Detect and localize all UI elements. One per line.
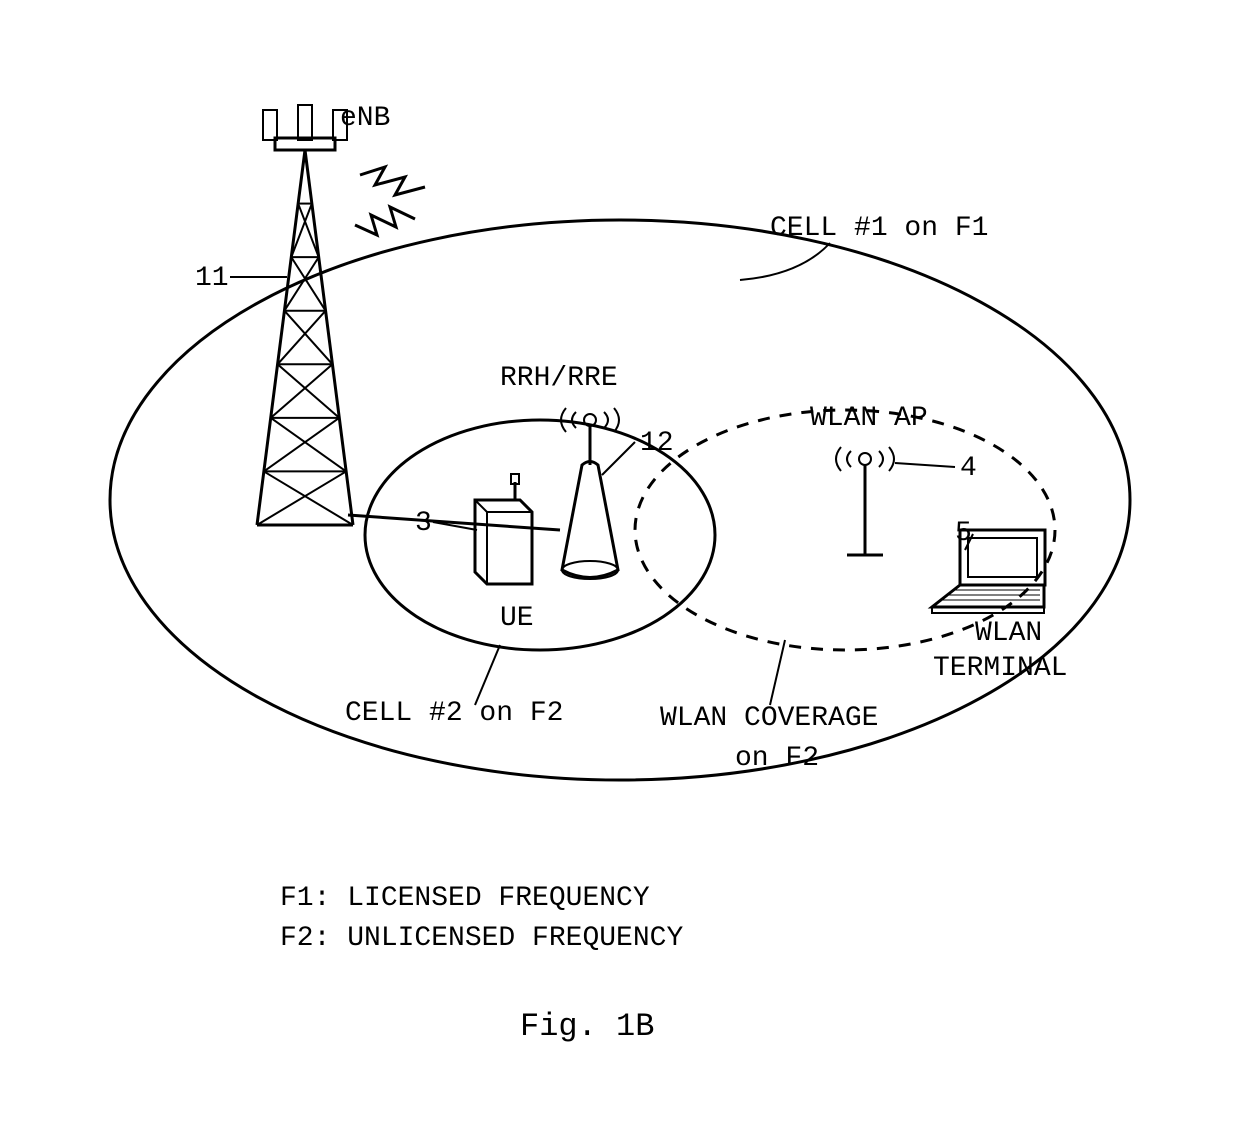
cell-2-label: CELL #2 on F2 [345,698,563,729]
rrh-ref: 12 [640,428,674,459]
rrh-node [561,408,619,579]
wlan-terminal-label-1: WLAN [975,618,1042,649]
wlan-ap-label: WLAN AP [810,403,928,434]
wlan-coverage-leader [770,640,785,705]
wlan-ap [836,447,894,555]
wlan-terminal-ref: 5 [955,518,972,549]
ue-label: UE [500,603,534,634]
wlan-ap-ref: 4 [960,453,977,484]
rrh-ref-leader [602,442,635,475]
wlan-coverage-label-2: on F2 [735,743,819,774]
legend-f1: F1: LICENSED FREQUENCY [280,883,650,914]
backhaul-link [348,515,560,530]
enb-label: eNB [340,103,390,134]
wlan-terminal [932,530,1045,613]
wlan-ap-ref-leader [895,463,955,467]
cell-1-ellipse [110,220,1130,780]
rrh-label: RRH/RRE [500,363,618,394]
wlan-coverage-label-1: WLAN COVERAGE [660,703,878,734]
figure-caption: Fig. 1B [520,1008,654,1045]
ue-ref: 3 [415,508,432,539]
enb-ref: 11 [195,263,229,294]
radio-wave-icon [355,207,415,235]
enb-tower [257,105,425,525]
wlan-terminal-label-2: TERMINAL [933,653,1067,684]
cell-2-leader [475,645,500,705]
cell-1-label: CELL #1 on F1 [770,213,988,244]
radio-wave-icon [360,167,425,195]
cell-1-leader [740,243,830,280]
ue-device [475,474,532,584]
legend-f2: F2: UNLICENSED FREQUENCY [280,923,683,954]
